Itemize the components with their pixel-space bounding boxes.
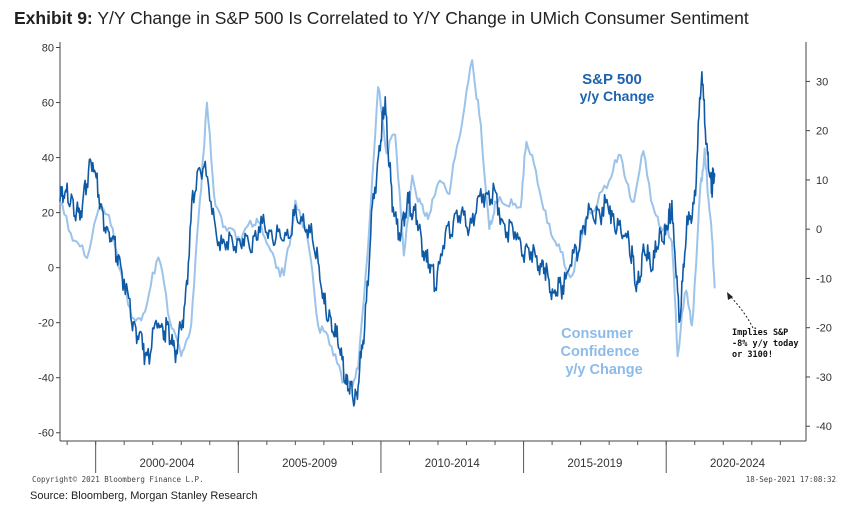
y-left-tick-label: -60	[38, 428, 54, 440]
y-right-tick-label: 10	[816, 175, 828, 187]
y-right-tick-label: -40	[816, 421, 832, 433]
note-line3: or 3100!	[732, 350, 773, 360]
consumer-label-line1: Consumer	[561, 326, 633, 342]
axis-ticks: 80 60 40 20 0 -20 -40 -60 30 20 10 0 -10 -20 -30 -40 200…	[38, 43, 832, 473]
y-left-tick-label: 40	[42, 153, 54, 165]
y-right-tick-label: -20	[816, 323, 832, 335]
sp500-label-line1: S&P 500	[582, 71, 642, 88]
y-left-tick-label: 0	[48, 263, 54, 275]
chart-title: Exhibit 9: Y/Y Change in S&P 500 Is Corr…	[14, 8, 749, 29]
series-sp500	[59, 71, 716, 407]
note-arrow-head	[727, 292, 733, 300]
x-tick-label: 2010-2014	[425, 458, 481, 470]
copyright: Copyright© 2021 Bloomberg Finance L.P.	[32, 475, 204, 484]
y-left-tick-label: 20	[42, 208, 54, 220]
title-text: Y/Y Change in S&P 500 Is Correlated to Y…	[97, 8, 749, 28]
series-lines	[59, 59, 716, 407]
note-line1: Implies S&P	[732, 327, 788, 338]
series-consumer-confidence	[59, 59, 716, 388]
timestamp: 18-Sep-2021 17:08:32	[746, 475, 836, 484]
y-right-tick-label: 20	[816, 126, 828, 138]
x-tick-label: 2005-2009	[282, 458, 337, 470]
y-left-tick-label: 80	[42, 43, 54, 55]
x-tick-label: 2020-2024	[710, 458, 766, 470]
y-right-tick-label: 30	[816, 76, 828, 88]
note-line2: -8% y/y today	[732, 339, 799, 349]
x-tick-label: 2000-2004	[139, 458, 195, 470]
y-right-tick-label: -10	[816, 273, 832, 285]
consumer-label-line2: Confidence	[561, 344, 640, 360]
note-arrow-line	[729, 295, 754, 329]
sp500-label-line2: y/y Change	[580, 88, 655, 104]
y-right-tick-label: -30	[816, 372, 832, 384]
plot-frame	[59, 42, 807, 442]
x-tick-label: 2015-2019	[567, 458, 622, 470]
y-left-tick-label: -20	[38, 318, 54, 330]
y-left-tick-label: 60	[42, 98, 54, 110]
y-left-tick-label: -40	[38, 373, 54, 385]
source-note: Source: Bloomberg, Morgan Stanley Resear…	[30, 490, 258, 502]
exhibit-label: Exhibit 9:	[14, 8, 93, 28]
consumer-label-line3: y/y Change	[565, 362, 642, 378]
y-right-tick-label: 0	[816, 224, 822, 236]
